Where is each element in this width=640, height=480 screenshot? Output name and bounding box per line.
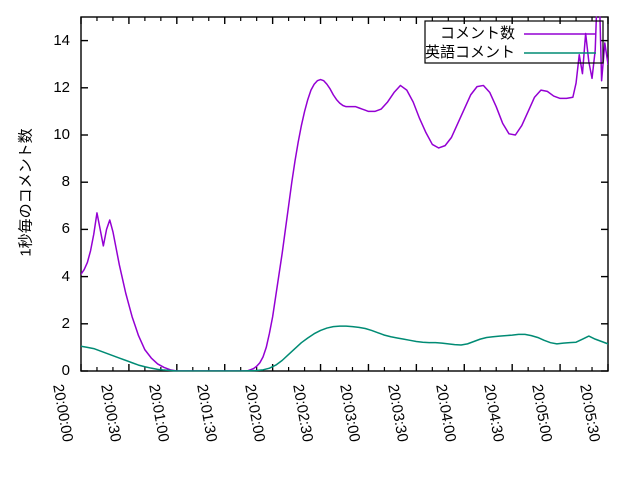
- series-line-1: [81, 16, 608, 372]
- y-tick-label: 14: [53, 31, 70, 49]
- series-line-2: [81, 325, 608, 372]
- series-layer: [81, 16, 608, 372]
- y-tick-label: 0: [61, 362, 70, 379]
- y-tick-label: 8: [61, 173, 70, 191]
- legend-graphics: [424, 20, 604, 64]
- y-tick-label: 2: [61, 314, 70, 332]
- y-tick-label: 4: [61, 267, 70, 285]
- axis-frame: [80, 16, 609, 372]
- legend-entry-label-1: コメント数: [439, 25, 515, 42]
- y-tick-label: 6: [61, 220, 70, 238]
- y-tick-label: 12: [53, 78, 70, 96]
- y-tick-label: 10: [53, 126, 70, 143]
- legend-entry-label-2: 英語コメント: [424, 44, 515, 61]
